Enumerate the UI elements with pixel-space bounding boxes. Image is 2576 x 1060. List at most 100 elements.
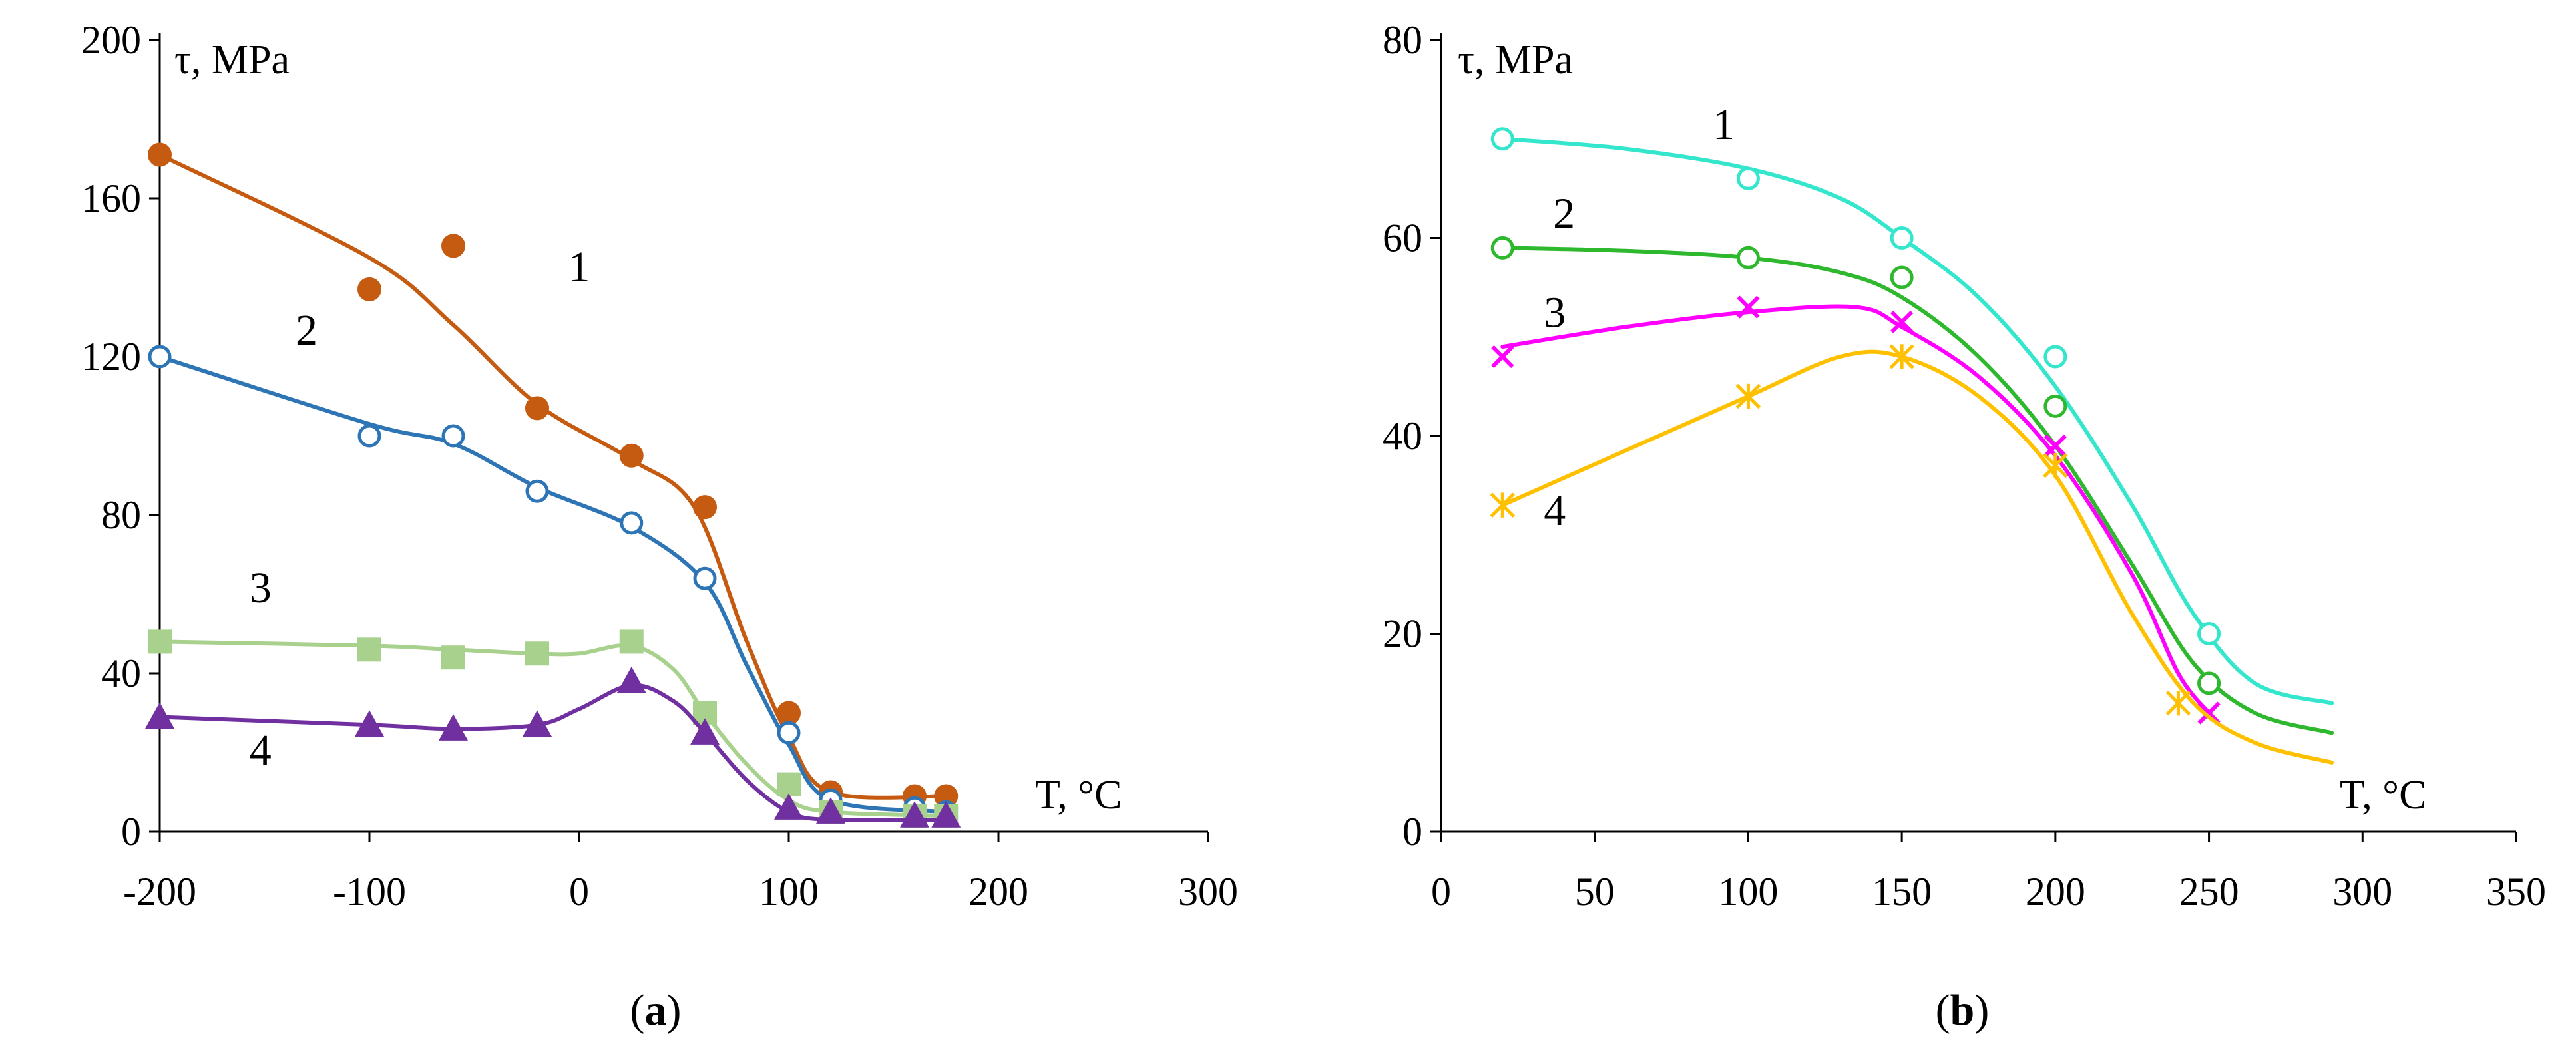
y-tick-label: 20 [1383, 612, 1422, 656]
y-tick-label: 80 [1383, 18, 1422, 62]
data-point-series-3 [2043, 434, 2067, 457]
data-point-series-3 [1737, 295, 1760, 319]
chart-panel-a: 0 40 80 120 160 200 -200 -100 0 100 200 300 τ, MPa T,… [81, 18, 1238, 1035]
series-2-line [1500, 246, 2334, 735]
y-tick-label: 160 [81, 176, 141, 220]
data-point-series-4 [1490, 492, 1516, 518]
curve-number-label: 2 [1553, 190, 1575, 238]
data-point-series-1 [777, 701, 801, 725]
y-tick-label: 40 [101, 651, 141, 695]
y-tick-label: 120 [81, 335, 141, 379]
series-3 [1491, 295, 2221, 725]
data-point-series-4 [523, 710, 552, 737]
data-point-series-2 [620, 511, 644, 535]
series-1 [148, 142, 959, 808]
curve-number-label: 1 [1713, 100, 1735, 149]
x-axis-label: T, °C [1035, 773, 1122, 818]
data-point-series-2 [2197, 671, 2221, 695]
curve-number-label: 4 [1544, 486, 1566, 535]
data-point-series-1 [1736, 166, 1760, 190]
data-point-series-1 [357, 277, 381, 301]
curve-number-label: 3 [1544, 288, 1566, 337]
data-point-series-1 [2197, 622, 2221, 645]
data-point-series-4 [616, 666, 646, 693]
series-1-line [158, 152, 949, 800]
data-point-series-2 [148, 345, 172, 369]
series-4 [1490, 344, 2334, 765]
x-tick-label: 350 [2486, 870, 2546, 914]
curve-number-label: 2 [296, 306, 318, 355]
data-point-series-1 [148, 142, 172, 167]
data-point-series-2 [1490, 236, 1514, 260]
chart-panel-b: 0 20 40 60 80 0 50 100 150 200 250 300 350 τ, MPa T, °… [1383, 18, 2546, 1035]
x-tick-label: 250 [2179, 870, 2239, 914]
data-point-series-3 [525, 641, 549, 666]
series-4 [145, 666, 961, 828]
data-point-series-4 [1889, 344, 1914, 369]
data-point-series-4 [774, 793, 803, 820]
data-point-series-4 [355, 710, 384, 737]
x-axis-label: T, °C [2340, 773, 2426, 818]
data-point-series-1 [1890, 226, 1914, 250]
data-point-series-4 [1735, 383, 1761, 409]
panel-label: (a) [630, 986, 682, 1035]
x-tick-label: -200 [123, 870, 196, 914]
data-point-series-2 [441, 424, 465, 448]
data-point-series-3 [357, 637, 381, 662]
series-2-line [158, 355, 949, 814]
data-point-series-4 [2043, 452, 2068, 478]
data-point-series-1 [525, 396, 549, 421]
series-2 [1490, 236, 2334, 735]
y-axis-label: τ, MPa [174, 37, 290, 83]
data-point-series-2 [525, 479, 549, 503]
data-point-series-3 [441, 645, 465, 670]
y-tick-label: 60 [1383, 216, 1422, 260]
y-tick-label: 80 [101, 493, 141, 537]
curve-number-label: 1 [568, 243, 590, 291]
series-4-line [1500, 349, 2334, 765]
data-point-series-1 [693, 495, 717, 520]
data-point-series-2 [2043, 394, 2067, 418]
series-1-line [1500, 136, 2334, 705]
data-point-series-2 [777, 721, 801, 745]
x-tick-label: 0 [1431, 870, 1451, 914]
x-tick-label: 200 [2026, 870, 2085, 914]
data-point-series-3 [2197, 701, 2221, 725]
curve-number-label: 4 [250, 726, 272, 775]
x-tick-label: 150 [1872, 870, 1932, 914]
panel-label: (b) [1936, 986, 1990, 1035]
data-point-series-4 [900, 801, 929, 828]
x-tick-label: 200 [968, 870, 1028, 914]
data-point-series-1 [2043, 345, 2067, 369]
data-point-series-3 [1491, 345, 1514, 369]
y-tick-label: 200 [81, 18, 141, 62]
x-tick-label: 0 [569, 870, 589, 914]
data-point-series-3 [619, 629, 644, 654]
data-point-series-1 [1490, 127, 1514, 151]
data-point-series-4 [816, 797, 845, 824]
data-point-series-2 [1736, 246, 1760, 269]
data-point-series-4 [931, 801, 961, 828]
curve-number-label: 3 [250, 564, 272, 612]
data-point-series-4 [2165, 690, 2191, 716]
x-tick-label: 100 [1718, 870, 1778, 914]
y-tick-label: 40 [1383, 414, 1422, 458]
data-point-series-4 [439, 714, 468, 741]
series-3-line [1500, 304, 2211, 715]
y-tick-label: 0 [1402, 810, 1422, 854]
x-tick-label: 300 [1178, 870, 1238, 914]
x-tick-label: 100 [759, 870, 819, 914]
data-point-series-3 [777, 772, 801, 796]
data-point-series-3 [1890, 310, 1914, 334]
data-point-series-4 [145, 702, 174, 729]
x-tick-label: 300 [2332, 870, 2392, 914]
data-point-series-4 [690, 718, 720, 745]
data-point-series-2 [1890, 265, 1914, 289]
data-point-series-1 [441, 234, 465, 258]
x-tick-label: 50 [1575, 870, 1615, 914]
y-tick-label: 0 [121, 810, 141, 854]
x-tick-label: -100 [333, 870, 406, 914]
data-point-series-3 [148, 629, 172, 654]
data-point-series-2 [693, 566, 717, 590]
